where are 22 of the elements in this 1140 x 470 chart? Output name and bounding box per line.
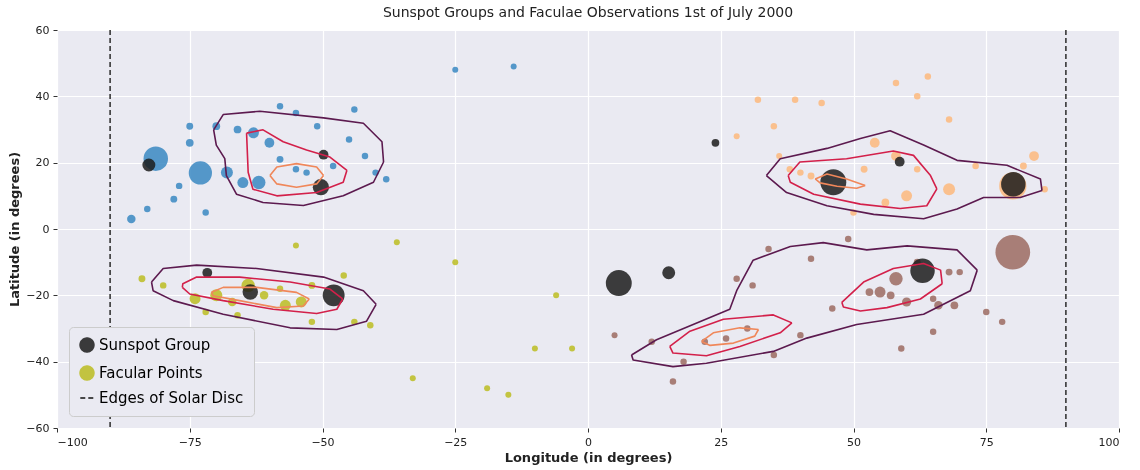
x-tick-label: −100 bbox=[57, 435, 88, 449]
x-tick-label: −75 bbox=[178, 435, 202, 449]
y-tick-label: 60 bbox=[35, 23, 50, 37]
y-axis-title: Latitude (in degrees) bbox=[7, 151, 23, 308]
y-tick-label: −40 bbox=[26, 355, 50, 369]
y-tick-label: 20 bbox=[35, 156, 50, 170]
y-tick-label: 40 bbox=[35, 89, 50, 103]
x-tick-label: 25 bbox=[714, 435, 729, 449]
legend-label: Facular Points bbox=[99, 364, 203, 382]
y-tick-label: −60 bbox=[26, 421, 50, 435]
x-tick-label: 0 bbox=[585, 435, 592, 449]
x-tick-label: −50 bbox=[311, 435, 335, 449]
x-axis-title: Longitude (in degrees) bbox=[504, 449, 673, 465]
y-tick-label: −20 bbox=[26, 288, 50, 302]
legend-label: Sunspot Group bbox=[99, 336, 211, 354]
x-tick-label: 50 bbox=[847, 435, 861, 449]
x-tick-label: 100 bbox=[1098, 435, 1120, 449]
x-tick-label: 75 bbox=[979, 435, 994, 449]
x-tick-label: −25 bbox=[444, 435, 468, 449]
chart-title: Sunspot Groups and Faculae Observations 1st of July 2000 bbox=[382, 4, 794, 20]
y-tick-label: 0 bbox=[42, 222, 50, 236]
ref-line-label: Edges of Solar Disc bbox=[99, 389, 244, 407]
